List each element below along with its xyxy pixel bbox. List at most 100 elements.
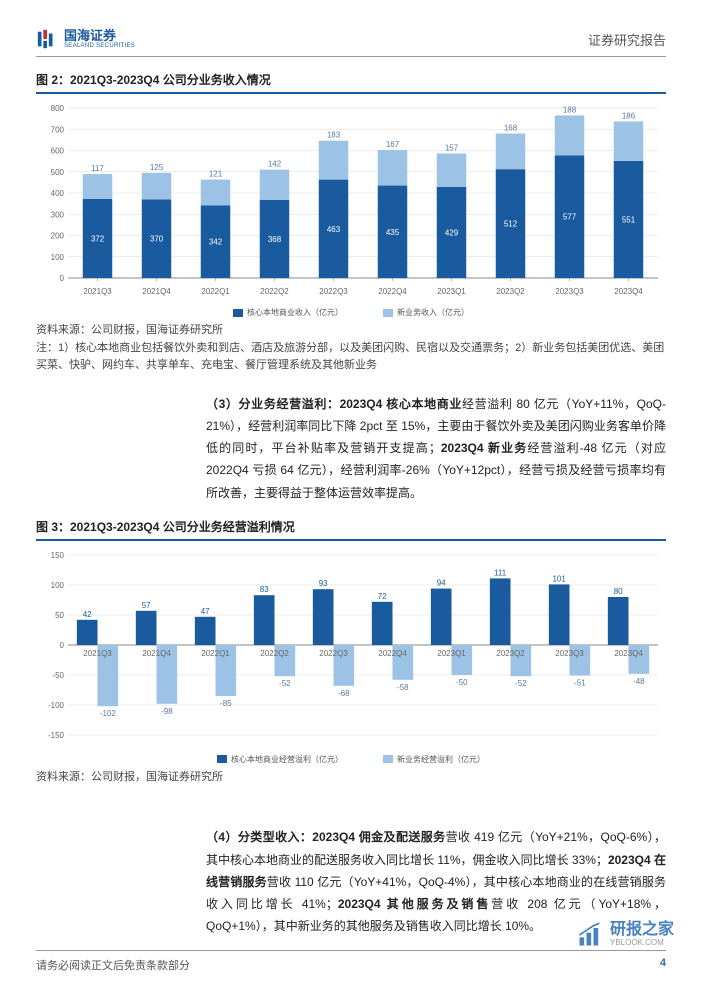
figure-2-title: 图 2：2021Q3-2023Q4 公司分业务收入情况 <box>36 71 271 88</box>
page-footer: 请务必阅读正文后免责条款部分 4 <box>36 950 666 973</box>
svg-text:2021Q3: 2021Q3 <box>83 287 112 296</box>
svg-text:2023Q1: 2023Q1 <box>437 287 466 296</box>
svg-text:-68: -68 <box>338 689 350 698</box>
svg-text:429: 429 <box>445 228 459 237</box>
svg-text:157: 157 <box>445 143 459 152</box>
svg-text:94: 94 <box>437 578 446 587</box>
svg-text:125: 125 <box>150 163 164 172</box>
svg-text:-150: -150 <box>48 731 65 740</box>
svg-text:80: 80 <box>614 587 623 596</box>
svg-text:142: 142 <box>268 160 282 169</box>
svg-text:2021Q4: 2021Q4 <box>142 287 171 296</box>
svg-text:342: 342 <box>209 238 223 247</box>
legend-item-core: 核心本地商业收入（亿元） <box>233 307 343 318</box>
svg-text:700: 700 <box>51 125 65 134</box>
sealand-logo-icon <box>36 28 58 50</box>
svg-text:300: 300 <box>51 210 65 219</box>
svg-text:2022Q2: 2022Q2 <box>260 649 289 658</box>
figure-2-source: 资料来源：公司财报，国海证券研究所 <box>36 322 666 340</box>
figure-2-chart: 01002003004005006007008003721172021Q3370… <box>36 100 666 318</box>
svg-text:200: 200 <box>51 232 65 241</box>
svg-text:2022Q3: 2022Q3 <box>319 649 348 658</box>
svg-text:2022Q4: 2022Q4 <box>378 649 407 658</box>
svg-text:47: 47 <box>201 607 210 616</box>
para4-bold3: 2023Q4 其他服务及销售 <box>338 897 491 911</box>
svg-text:2023Q2: 2023Q2 <box>496 287 525 296</box>
svg-text:2023Q3: 2023Q3 <box>555 287 584 296</box>
svg-text:121: 121 <box>209 170 223 179</box>
svg-text:-52: -52 <box>279 679 291 688</box>
svg-text:-50: -50 <box>456 678 468 687</box>
svg-text:167: 167 <box>386 140 400 149</box>
page-header: 国海证券 SEALAND SECURITIES 证券研究报告 <box>36 28 666 57</box>
report-type-label: 证券研究报告 <box>588 30 666 49</box>
svg-text:42: 42 <box>83 610 92 619</box>
legend-label-core-profit: 核心本地商业经营溢利（亿元） <box>231 754 343 765</box>
figure-3-svg: -150-100-5005010015042-1022021Q357-98202… <box>36 547 666 747</box>
legend-item-new-profit: 新业务经营溢利（亿元） <box>383 754 485 765</box>
legend-label-new: 新业务收入（亿元） <box>397 307 469 318</box>
logo-text-cn: 国海证券 <box>64 29 135 43</box>
svg-text:-58: -58 <box>397 683 409 692</box>
svg-text:83: 83 <box>260 585 269 594</box>
svg-text:370: 370 <box>150 235 164 244</box>
watermark-icon <box>576 921 604 949</box>
figure-2-legend: 核心本地商业收入（亿元） 新业务收入（亿元） <box>36 307 666 318</box>
svg-text:2023Q4: 2023Q4 <box>614 287 643 296</box>
paragraph-3: （3）分业务经营溢利：2023Q4 核心本地商业经营溢利 80 亿元（YoY+1… <box>206 393 666 504</box>
svg-text:-52: -52 <box>515 679 527 688</box>
figure-3-legend: 核心本地商业经营溢利（亿元） 新业务经营溢利（亿元） <box>36 754 666 765</box>
logo-text-en: SEALAND SECURITIES <box>64 43 135 49</box>
svg-text:2022Q1: 2022Q1 <box>201 649 230 658</box>
svg-text:0: 0 <box>60 274 65 283</box>
svg-text:50: 50 <box>55 611 64 620</box>
svg-text:551: 551 <box>622 215 636 224</box>
svg-text:400: 400 <box>51 189 65 198</box>
svg-text:-98: -98 <box>161 707 173 716</box>
figure-2-svg: 01002003004005006007008003721172021Q3370… <box>36 100 666 300</box>
svg-text:100: 100 <box>51 581 65 590</box>
legend-label-new-profit: 新业务经营溢利（亿元） <box>397 754 485 765</box>
svg-text:368: 368 <box>268 235 282 244</box>
svg-text:600: 600 <box>51 147 65 156</box>
svg-text:-102: -102 <box>100 709 117 718</box>
para3-bold2: 2023Q4 新业务 <box>441 441 527 455</box>
legend-item-core-profit: 核心本地商业经营溢利（亿元） <box>217 754 343 765</box>
svg-text:-50: -50 <box>52 671 64 680</box>
svg-text:-51: -51 <box>574 678 586 687</box>
svg-text:150: 150 <box>51 551 65 560</box>
svg-text:435: 435 <box>386 228 400 237</box>
svg-text:-48: -48 <box>633 677 645 686</box>
watermark-cn: 研报之家 <box>610 922 674 939</box>
svg-text:500: 500 <box>51 168 65 177</box>
svg-text:100: 100 <box>51 253 65 262</box>
svg-text:101: 101 <box>552 574 566 583</box>
svg-text:2022Q3: 2022Q3 <box>319 287 348 296</box>
watermark: 研报之家 YBLOOK.COM <box>576 921 674 949</box>
footer-disclaimer: 请务必阅读正文后免责条款部分 <box>36 957 190 973</box>
figure-3-chart: -150-100-5005010015042-1022021Q357-98202… <box>36 547 666 765</box>
svg-text:372: 372 <box>91 234 105 243</box>
svg-text:183: 183 <box>327 131 341 140</box>
svg-text:2021Q3: 2021Q3 <box>83 649 112 658</box>
legend-item-new: 新业务收入（亿元） <box>383 307 469 318</box>
figure-2-note: 注：1）核心本地商业包括餐饮外卖和到店、酒店及旅游分部，以及美团闪购、民宿以及交… <box>36 340 666 375</box>
svg-text:2023Q1: 2023Q1 <box>437 649 466 658</box>
figure-3-title: 图 3：2021Q3-2023Q4 公司分业务经营溢利情况 <box>36 518 295 535</box>
svg-text:2022Q4: 2022Q4 <box>378 287 407 296</box>
svg-text:512: 512 <box>504 220 518 229</box>
svg-text:2021Q4: 2021Q4 <box>142 649 171 658</box>
watermark-en: YBLOOK.COM <box>610 939 674 947</box>
svg-text:577: 577 <box>563 213 577 222</box>
svg-text:2022Q2: 2022Q2 <box>260 287 289 296</box>
svg-text:-85: -85 <box>220 699 232 708</box>
svg-text:93: 93 <box>319 579 328 588</box>
svg-text:188: 188 <box>563 105 577 114</box>
svg-text:186: 186 <box>622 111 636 120</box>
para4-bold1: （4）分类型收入：2023Q4 佣金及配送服务 <box>206 830 446 844</box>
legend-label-core: 核心本地商业收入（亿元） <box>247 307 343 318</box>
svg-text:463: 463 <box>327 225 341 234</box>
page-number: 4 <box>660 957 666 973</box>
para3-bold1: （3）分业务经营溢利：2023Q4 核心本地商业 <box>206 397 462 411</box>
svg-text:168: 168 <box>504 124 518 133</box>
